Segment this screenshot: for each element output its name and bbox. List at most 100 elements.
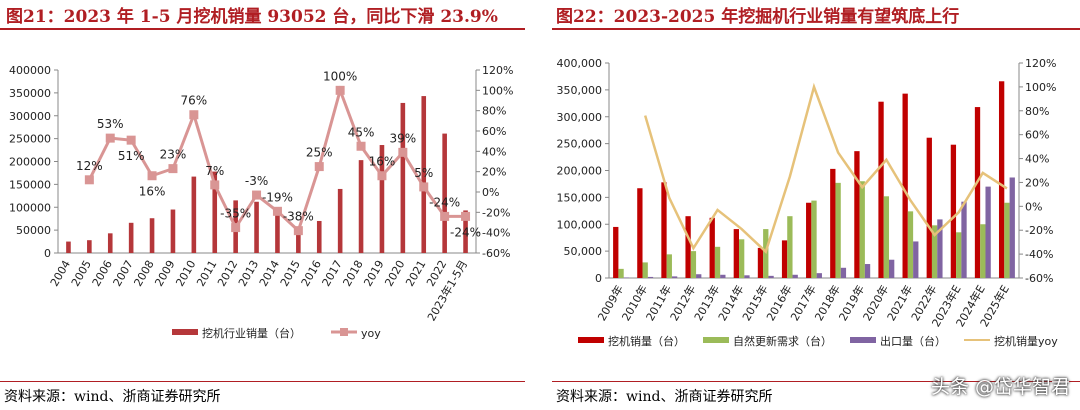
bar bbox=[902, 93, 908, 278]
y-tick-label: 350000 bbox=[9, 87, 51, 100]
x-tick-label: 2020 bbox=[382, 258, 407, 289]
yoy-marker bbox=[189, 110, 199, 120]
bar bbox=[618, 268, 624, 278]
y2-tick-label: 100% bbox=[482, 84, 513, 97]
data-label: 16% bbox=[369, 155, 396, 169]
legend-marker bbox=[340, 328, 348, 336]
bar bbox=[191, 176, 197, 253]
yoy-marker bbox=[147, 171, 157, 181]
bar bbox=[170, 209, 176, 253]
bar bbox=[709, 217, 715, 278]
bar bbox=[421, 96, 427, 253]
legend-label: 出口量（台） bbox=[880, 334, 946, 348]
y-tick-label: 350,000 bbox=[557, 84, 603, 97]
bar bbox=[666, 254, 672, 278]
data-label: -24% bbox=[429, 195, 460, 209]
y-tick-label: 250,000 bbox=[557, 138, 603, 151]
yoy-line bbox=[643, 82, 1008, 254]
bar bbox=[878, 101, 884, 278]
data-label: 23% bbox=[160, 148, 187, 162]
legend-label: 自然更新需求（台） bbox=[733, 334, 832, 348]
y-tick-label: 300,000 bbox=[557, 111, 603, 124]
yoy-marker bbox=[356, 141, 366, 151]
x-tick-label: 2011 bbox=[194, 258, 219, 289]
bar bbox=[1004, 202, 1010, 278]
yoy-marker bbox=[335, 85, 345, 95]
legend-label: yoy bbox=[361, 327, 381, 340]
y-tick-label: 0 bbox=[44, 247, 51, 260]
y2-tick-label: 120% bbox=[482, 64, 513, 77]
y-tick-label: 400000 bbox=[9, 64, 51, 77]
data-label: 12% bbox=[76, 159, 103, 173]
bar bbox=[980, 224, 986, 278]
y2-tick-label: -60% bbox=[1025, 272, 1053, 285]
legend-swatch bbox=[850, 337, 876, 343]
yoy-marker bbox=[272, 206, 282, 216]
yoy-marker bbox=[461, 211, 471, 221]
yoy-marker bbox=[126, 135, 136, 145]
bar bbox=[685, 216, 691, 278]
legend-swatch bbox=[703, 337, 729, 343]
bar bbox=[690, 251, 697, 278]
x-tick-label: 2015 bbox=[278, 258, 303, 289]
bar bbox=[998, 81, 1005, 279]
x-tick-label: 2021 bbox=[403, 258, 428, 289]
x-tick-label: 2013 bbox=[236, 258, 261, 289]
bar bbox=[87, 240, 92, 253]
y2-tick-label: 100% bbox=[1025, 81, 1056, 94]
yoy-marker bbox=[84, 175, 94, 185]
legend-swatch bbox=[578, 337, 604, 343]
data-label: 5% bbox=[414, 166, 433, 180]
bar bbox=[316, 220, 322, 253]
bar bbox=[811, 200, 817, 278]
legend-label: 挖机销量（台） bbox=[608, 334, 685, 348]
bar bbox=[985, 186, 991, 278]
y-tick-label: 200,000 bbox=[557, 165, 603, 178]
y2-tick-label: 60% bbox=[1025, 129, 1049, 142]
x-tick-label: 2006 bbox=[90, 258, 115, 289]
yoy-marker bbox=[293, 226, 303, 236]
data-label: -38% bbox=[283, 210, 314, 224]
yoy-marker bbox=[419, 182, 429, 192]
bar bbox=[212, 171, 218, 253]
y2-tick-label: 120% bbox=[1025, 57, 1056, 70]
y2-tick-label: -40% bbox=[482, 227, 510, 240]
bar bbox=[883, 196, 890, 278]
bar bbox=[337, 188, 343, 253]
bar bbox=[859, 181, 865, 278]
y-tick-label: 200000 bbox=[9, 156, 51, 169]
bar bbox=[744, 275, 750, 278]
bar bbox=[358, 160, 364, 253]
data-label: 45% bbox=[348, 125, 375, 139]
bar bbox=[781, 240, 788, 278]
bar bbox=[763, 229, 769, 278]
y-tick-label: 300000 bbox=[9, 110, 51, 123]
y2-tick-label: -60% bbox=[482, 247, 510, 260]
bar bbox=[889, 259, 895, 278]
bar bbox=[379, 145, 385, 253]
x-tick-label: 2018 bbox=[340, 258, 365, 289]
chart1-title: 图21：2023 年 1-5 月挖机销量 93052 台，同比下滑 23.9% bbox=[6, 7, 498, 27]
bar bbox=[296, 227, 301, 253]
yoy-marker bbox=[440, 211, 450, 221]
bar bbox=[974, 107, 981, 278]
bar bbox=[787, 216, 793, 278]
yoy-marker bbox=[252, 190, 262, 200]
bar bbox=[149, 218, 155, 253]
data-label: 25% bbox=[306, 146, 333, 160]
yoy-marker bbox=[314, 162, 324, 172]
y-tick-label: 150000 bbox=[9, 178, 51, 191]
bar bbox=[661, 182, 667, 278]
x-tick-label: 2017 bbox=[320, 258, 345, 289]
data-label: 53% bbox=[97, 117, 124, 131]
x-tick-label: 2012 bbox=[215, 258, 240, 289]
legend-swatch bbox=[172, 329, 198, 335]
data-label: 7% bbox=[205, 164, 224, 178]
bar bbox=[840, 267, 847, 278]
bar bbox=[926, 137, 932, 278]
y2-tick-label: 0% bbox=[482, 186, 499, 199]
bar bbox=[623, 277, 630, 278]
x-tick-label: 2004 bbox=[48, 258, 73, 289]
y2-tick-label: 40% bbox=[1025, 153, 1049, 166]
bar bbox=[835, 182, 841, 278]
